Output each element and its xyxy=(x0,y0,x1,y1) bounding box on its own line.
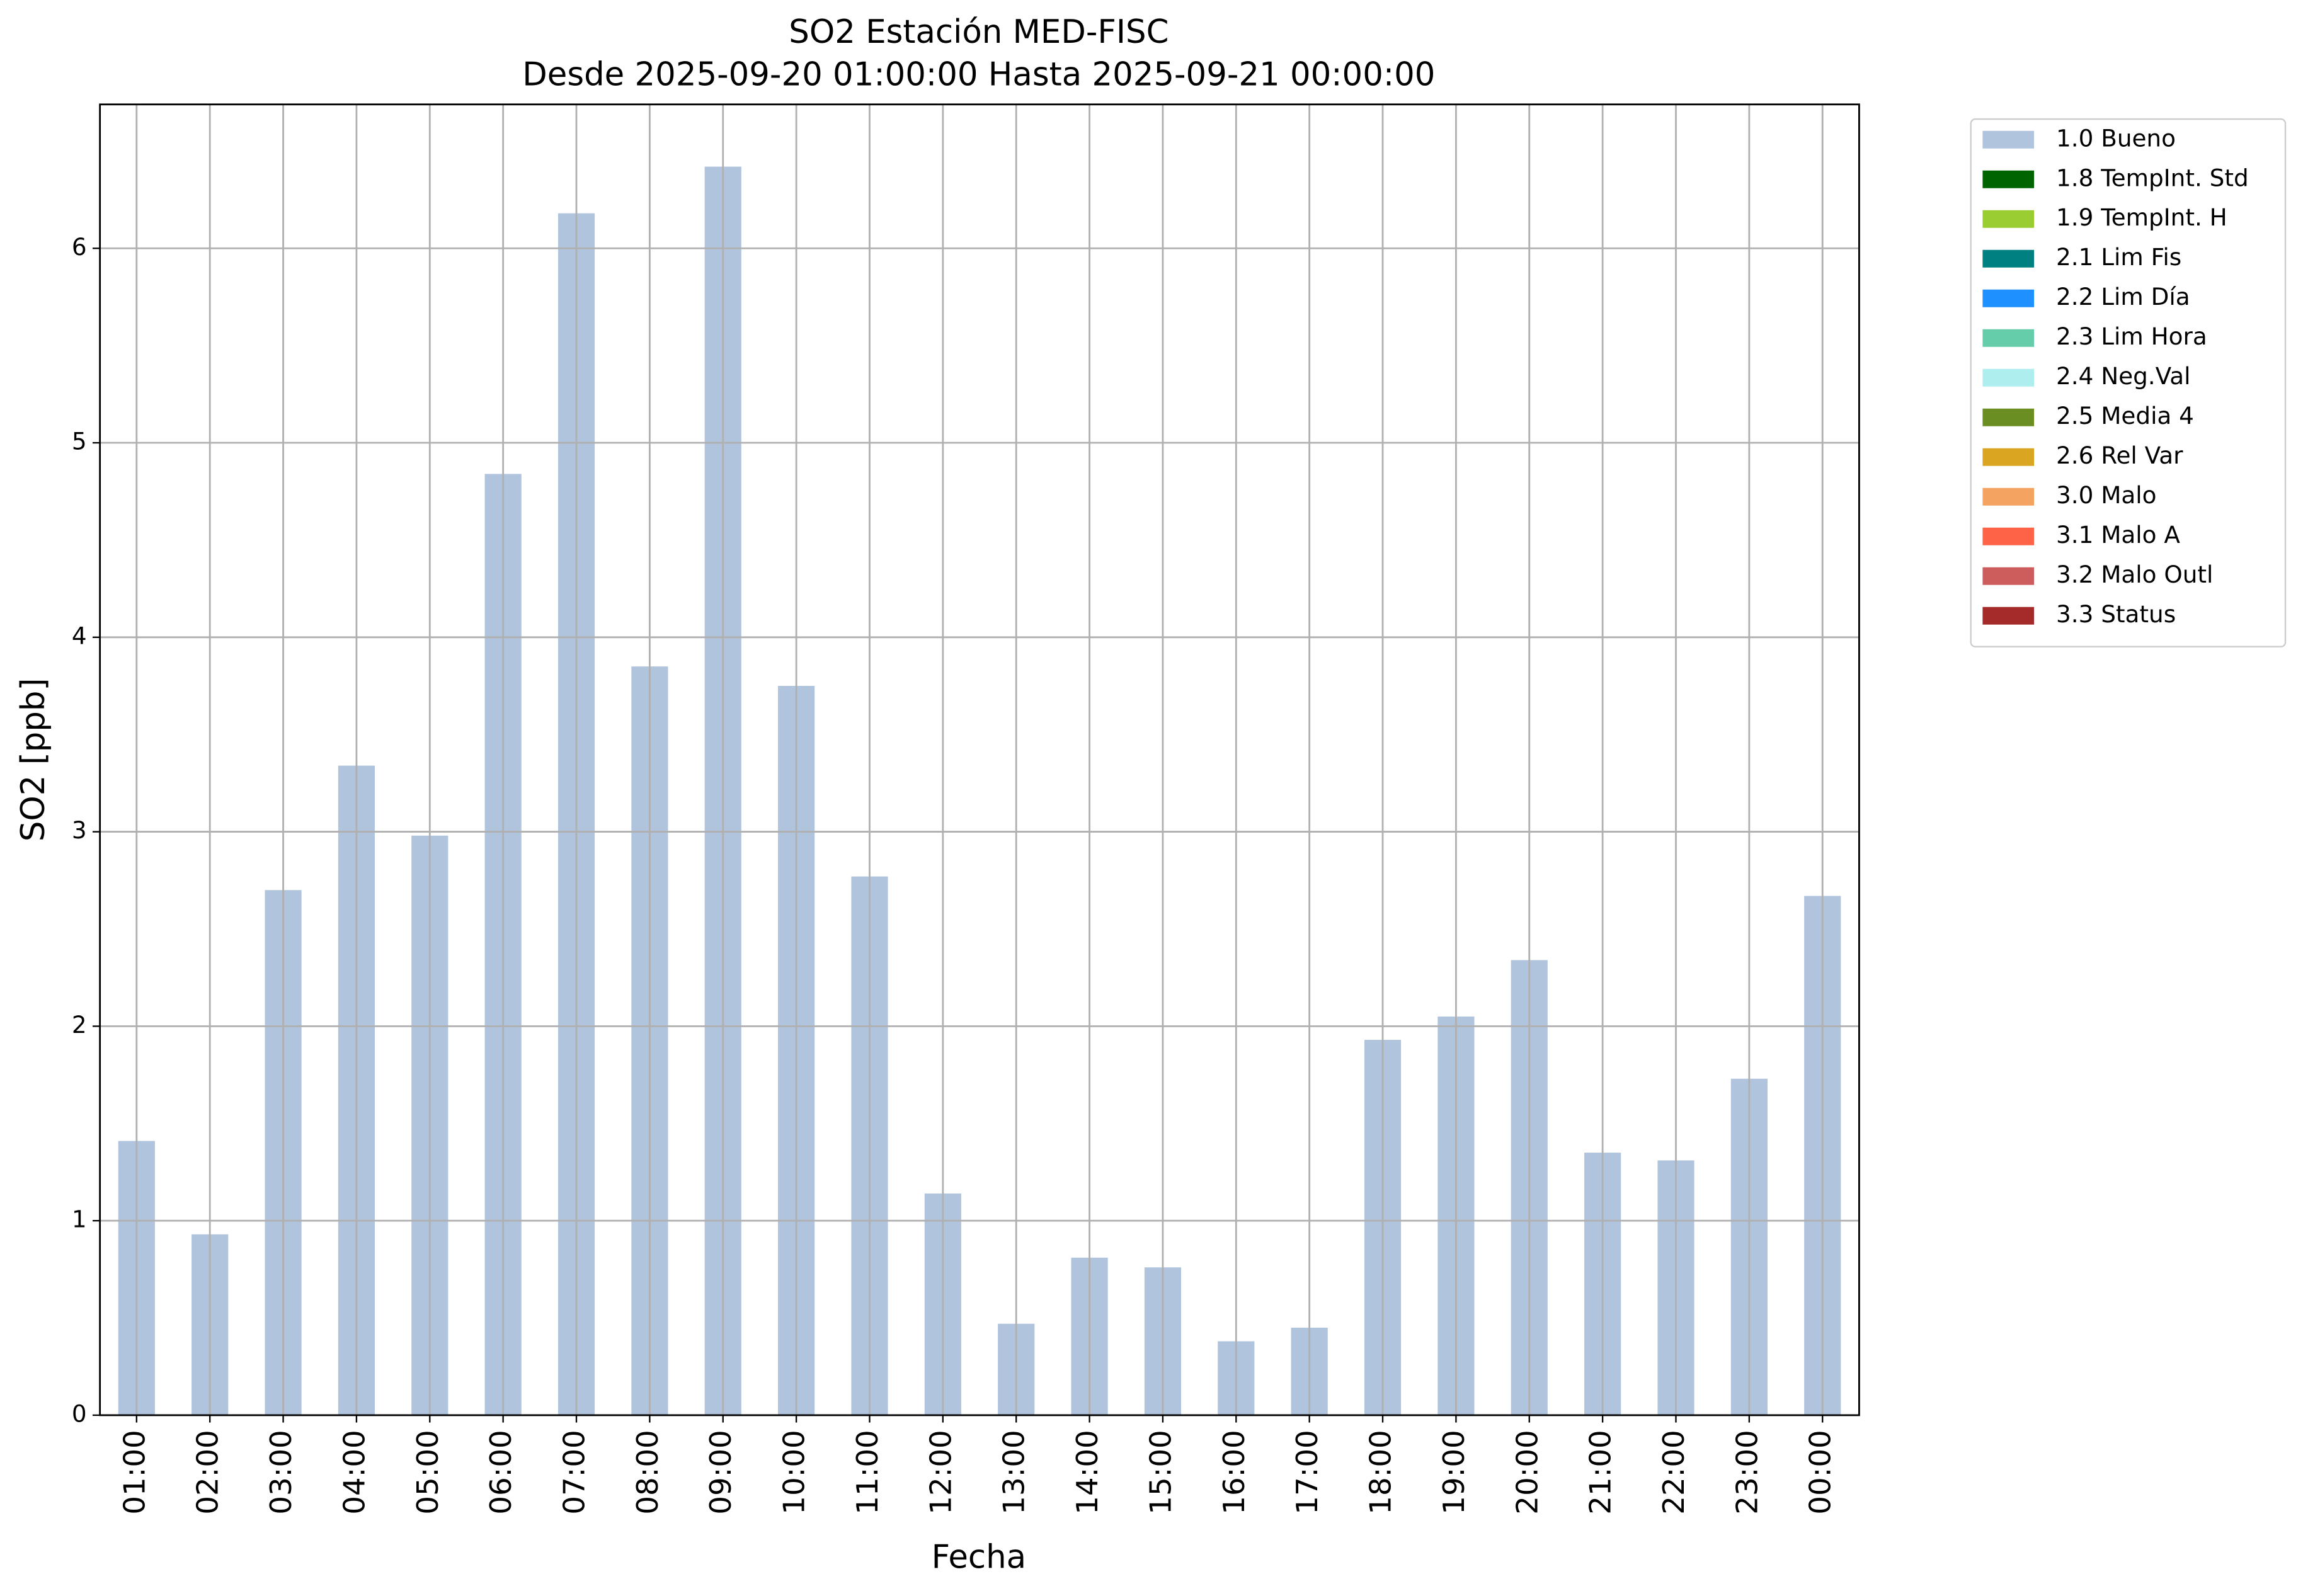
legend-label: 3.1 Malo A xyxy=(2056,521,2180,549)
legend-swatch xyxy=(1982,408,2035,426)
x-tick-label: 05:00 xyxy=(411,1430,445,1514)
x-tick-label: 13:00 xyxy=(998,1430,1032,1514)
x-tick-label: 17:00 xyxy=(1291,1430,1325,1514)
x-tick-label: 19:00 xyxy=(1437,1430,1472,1514)
x-tick-label: 01:00 xyxy=(118,1430,152,1514)
y-tick-label: 0 xyxy=(72,1399,87,1427)
legend-swatch xyxy=(1982,170,2035,188)
legend-label: 1.0 Bueno xyxy=(2056,124,2176,152)
x-axis-label: Fecha xyxy=(932,1539,1026,1576)
legend-label: 3.3 Status xyxy=(2056,600,2176,628)
x-tick-label: 12:00 xyxy=(924,1430,958,1514)
x-tick-label: 10:00 xyxy=(778,1430,812,1514)
legend-box xyxy=(1970,118,2287,647)
x-tick-label: 23:00 xyxy=(1730,1430,1764,1514)
legend-swatch xyxy=(1982,487,2035,506)
y-tick-label: 4 xyxy=(72,622,87,649)
legend-label: 1.8 TempInt. Std xyxy=(2056,164,2249,191)
x-tick-label: 22:00 xyxy=(1657,1430,1691,1514)
x-tick-label: 16:00 xyxy=(1218,1430,1252,1514)
legend-swatch xyxy=(1982,368,2035,387)
x-tick-label: 18:00 xyxy=(1364,1430,1398,1514)
x-tick-label: 03:00 xyxy=(265,1430,299,1514)
legend-swatch xyxy=(1982,448,2035,466)
legend-label: 2.3 Lim Hora xyxy=(2056,322,2207,350)
y-tick-label: 2 xyxy=(72,1011,87,1039)
x-tick-label: 15:00 xyxy=(1144,1430,1178,1514)
x-tick-label: 20:00 xyxy=(1511,1430,1545,1514)
legend-swatch xyxy=(1982,289,2035,307)
legend-label: 2.6 Rel Var xyxy=(2056,442,2183,469)
x-tick-label: 07:00 xyxy=(558,1430,592,1514)
legend-label: 2.4 Neg.Val xyxy=(2056,362,2190,390)
legend-swatch xyxy=(1982,607,2035,625)
y-tick-label: 3 xyxy=(72,816,87,844)
chart-title: SO2 Estación MED-FISC xyxy=(789,13,1169,51)
y-tick-label: 1 xyxy=(72,1206,87,1233)
x-tick-label: 11:00 xyxy=(851,1430,885,1514)
legend-swatch xyxy=(1982,329,2035,347)
chart-subtitle: Desde 2025-09-20 01:00:00 Hasta 2025-09-… xyxy=(522,55,1435,93)
x-tick-label: 09:00 xyxy=(704,1430,738,1514)
legend-label: 3.0 Malo xyxy=(2056,481,2156,509)
legend-label: 2.2 Lim Día xyxy=(2056,283,2190,311)
x-tick-label: 06:00 xyxy=(484,1430,518,1514)
x-tick-label: 02:00 xyxy=(191,1430,226,1514)
x-tick-label: 00:00 xyxy=(1804,1430,1838,1514)
legend-swatch xyxy=(1982,249,2035,268)
y-axis-label: SO2 [ppb] xyxy=(14,678,52,842)
legend-swatch xyxy=(1982,210,2035,228)
x-tick-label: 08:00 xyxy=(631,1430,665,1514)
y-tick-label: 5 xyxy=(72,428,87,455)
legend-swatch xyxy=(1982,130,2035,149)
x-tick-label: 04:00 xyxy=(338,1430,372,1514)
legend-label: 1.9 TempInt. H xyxy=(2056,203,2227,231)
legend-swatch xyxy=(1982,527,2035,545)
plot-frame xyxy=(99,103,1860,1416)
legend-label: 2.5 Media 4 xyxy=(2056,402,2194,430)
legend-label: 3.2 Malo Outl xyxy=(2056,561,2213,588)
x-tick-label: 21:00 xyxy=(1584,1430,1618,1514)
x-tick-label: 14:00 xyxy=(1071,1430,1105,1514)
y-tick-label: 6 xyxy=(72,233,87,261)
legend-swatch xyxy=(1982,567,2035,585)
legend-label: 2.1 Lim Fis xyxy=(2056,243,2181,271)
